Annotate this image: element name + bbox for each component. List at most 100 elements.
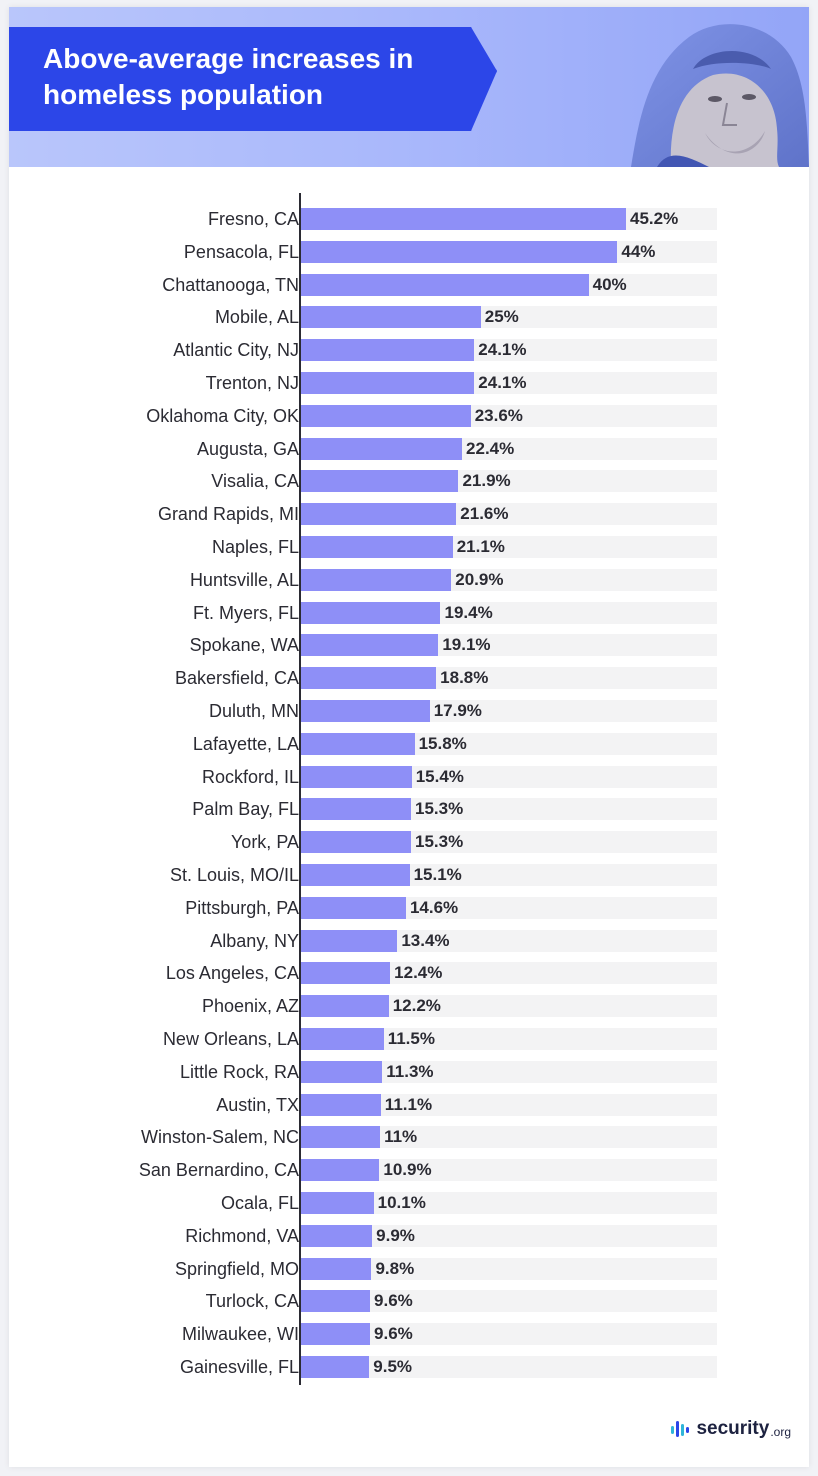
bar: [301, 404, 471, 427]
category-axis-line: [299, 193, 301, 1385]
bar-row: Los Angeles, CA 12.4%: [19, 962, 799, 985]
bar-track: [301, 1192, 717, 1214]
bar-row: St. Louis, MO/IL 15.1%: [19, 864, 799, 886]
bar: [301, 503, 457, 526]
value-label: 20.9%: [455, 569, 504, 589]
chart-title: Above-average increases in homeless popu…: [43, 43, 414, 110]
bar: [301, 1028, 384, 1050]
category-label: Ocala, FL: [220, 1193, 299, 1213]
value-label: 9.5%: [373, 1357, 413, 1376]
category-label: Augusta, GA: [196, 438, 299, 459]
bar-track: [301, 1290, 717, 1313]
bar: [301, 470, 459, 493]
security-org-logo[interactable]: security .org: [670, 1417, 791, 1441]
bar-row: Winston-Salem, NC 11%: [19, 1126, 799, 1149]
bar-row: Visalia, CA 21.9%: [19, 470, 799, 493]
category-label: Gainesville, FL: [179, 1357, 299, 1377]
bar: [301, 1192, 374, 1214]
bar: [301, 273, 589, 296]
bar-row: Oklahoma City, OK 23.6%: [19, 404, 799, 427]
category-label: Trenton, NJ: [205, 373, 299, 393]
value-label: 11.3%: [386, 1061, 434, 1081]
bar: [301, 864, 410, 886]
value-label: 22.4%: [466, 438, 515, 458]
infographic-card: Above-average increases in homeless popu…: [9, 7, 809, 1467]
category-label: Milwaukee, WI: [181, 1324, 299, 1345]
bar: [301, 1323, 371, 1346]
category-label: Huntsville, AL: [189, 569, 299, 590]
category-label: New Orleans, LA: [162, 1029, 299, 1049]
value-label: 25%: [484, 307, 519, 327]
category-label: Albany, NY: [210, 930, 299, 951]
bar-row: Palm Bay, FL 15.3%: [19, 798, 799, 821]
category-label: Austin, TX: [216, 1094, 299, 1115]
value-label: 19.1%: [442, 635, 491, 655]
bar-row: Rockford, IL 15.4%: [19, 765, 799, 788]
bar-track: [301, 1028, 717, 1050]
value-label: 9.6%: [374, 1324, 413, 1344]
category-label: Atlantic City, NJ: [173, 340, 299, 361]
title-banner: [9, 27, 497, 131]
bar-row: Little Rock, RA 11.3%: [19, 1060, 799, 1083]
bar-track: [301, 1093, 717, 1116]
homeless-man-portrait: [631, 24, 809, 167]
bar-row: Ft. Myers, FL 19.4%: [19, 601, 799, 624]
bar: [301, 929, 398, 952]
category-label: Pensacola, FL: [183, 241, 299, 262]
category-label: Grand Rapids, MI: [157, 504, 299, 525]
category-label: Spokane, WA: [189, 635, 299, 656]
category-label: Pittsburgh, PA: [185, 897, 299, 918]
bar-row: Springfield, MO 9.8%: [19, 1257, 799, 1280]
bar-row: York, PA 15.3%: [19, 831, 799, 854]
bar-row: Milwaukee, WI 9.6%: [19, 1323, 799, 1346]
bar: [301, 1224, 373, 1247]
category-label: Bakersfield, CA: [174, 668, 299, 689]
category-label: Turlock, CA: [205, 1291, 299, 1312]
bar: [301, 208, 626, 230]
bar: [301, 1356, 370, 1378]
bar-row: Turlock, CA 9.6%: [19, 1290, 799, 1313]
value-label: 11.1%: [384, 1094, 433, 1114]
value-label: 9.6%: [374, 1291, 413, 1311]
bar: [301, 1257, 372, 1280]
bar-row: New Orleans, LA 11.5%: [19, 1028, 799, 1050]
bar-row: Spokane, WA 19.1%: [19, 634, 799, 657]
bar-row: Chattanooga, TN 40%: [19, 273, 799, 296]
category-label: Winston-Salem, NC: [140, 1127, 299, 1148]
bar-row: Bakersfield, CA 18.8%: [19, 667, 799, 690]
logo-tld: .org: [770, 1425, 791, 1439]
value-label: 24.1%: [478, 373, 527, 392]
category-label: St. Louis, MO/IL: [169, 865, 299, 885]
bar-row: Phoenix, AZ 12.2%: [19, 995, 799, 1018]
value-label: 10.1%: [377, 1193, 426, 1212]
category-label: Palm Bay, FL: [192, 799, 299, 820]
bar-row: Augusta, GA 22.4%: [19, 437, 799, 460]
bar-track: [301, 1060, 717, 1083]
bar: [301, 306, 481, 329]
bar-track: [301, 1356, 717, 1378]
bar: [301, 995, 389, 1018]
value-label: 15.4%: [415, 766, 464, 786]
value-label: 11.5%: [387, 1029, 435, 1048]
value-label: 13.4%: [401, 930, 450, 950]
bar: [301, 536, 453, 558]
category-label: Lafayette, LA: [192, 733, 299, 754]
bar: [301, 831, 411, 854]
value-label: 15.8%: [418, 733, 467, 753]
value-label: 12.2%: [392, 996, 441, 1016]
bar: [301, 667, 437, 690]
value-label: 17.9%: [433, 701, 482, 720]
bar: [301, 1060, 383, 1083]
category-label: Ft. Myers, FL: [192, 602, 299, 623]
value-label: 9.9%: [376, 1225, 415, 1245]
value-label: 21.1%: [456, 537, 505, 556]
value-label: 44%: [621, 241, 656, 261]
category-label: Mobile, AL: [214, 307, 299, 328]
bar-chart: Fresno, CA 45.2% Pensacola, FL 44% Chattanoo…: [19, 167, 799, 1453]
logo-wordmark: security: [696, 1418, 770, 1439]
bar-track: [301, 1126, 717, 1149]
bar-track: [301, 995, 717, 1018]
category-label: Little Rock, RA: [179, 1061, 299, 1082]
category-label: Duluth, MN: [208, 701, 299, 721]
bar: [301, 1093, 381, 1116]
